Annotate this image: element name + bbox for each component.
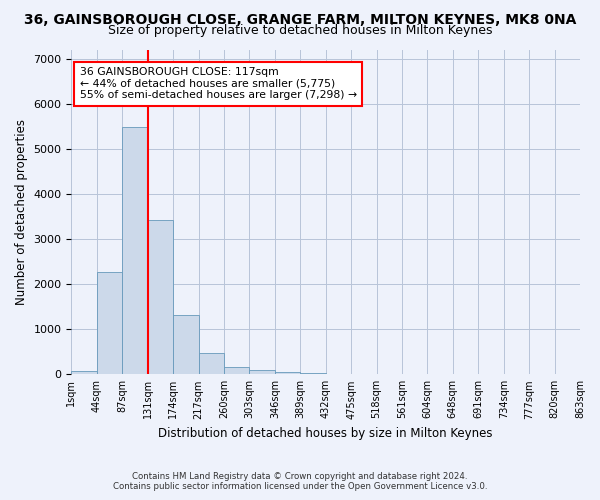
- Y-axis label: Number of detached properties: Number of detached properties: [15, 119, 28, 305]
- Bar: [97, 272, 122, 374]
- Bar: [71, 371, 97, 374]
- Bar: [300, 372, 326, 374]
- X-axis label: Distribution of detached houses by size in Milton Keynes: Distribution of detached houses by size …: [158, 427, 493, 440]
- Text: 36 GAINSBOROUGH CLOSE: 117sqm
← 44% of detached houses are smaller (5,775)
55% o: 36 GAINSBOROUGH CLOSE: 117sqm ← 44% of d…: [80, 67, 356, 100]
- Bar: [122, 128, 148, 374]
- Text: 36, GAINSBOROUGH CLOSE, GRANGE FARM, MILTON KEYNES, MK8 0NA: 36, GAINSBOROUGH CLOSE, GRANGE FARM, MIL…: [24, 12, 576, 26]
- Bar: [224, 367, 250, 374]
- Bar: [275, 372, 300, 374]
- Bar: [199, 353, 224, 374]
- Text: Contains HM Land Registry data © Crown copyright and database right 2024.
Contai: Contains HM Land Registry data © Crown c…: [113, 472, 487, 491]
- Bar: [148, 220, 173, 374]
- Bar: [173, 315, 199, 374]
- Bar: [250, 370, 275, 374]
- Text: Size of property relative to detached houses in Milton Keynes: Size of property relative to detached ho…: [108, 24, 492, 37]
